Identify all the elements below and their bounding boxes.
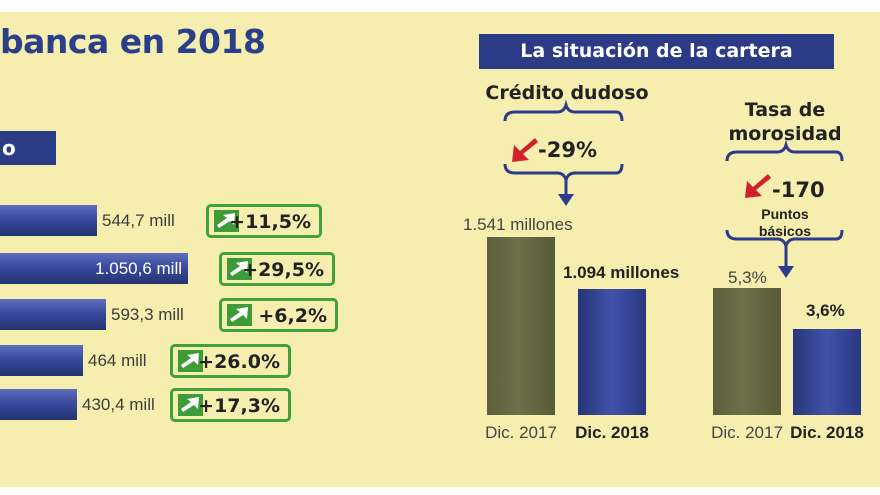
horizontal-bar [0,389,77,420]
brace-bottom-credito [503,163,624,186]
bar-value-label: 430,4 mill [82,395,155,414]
change-badge: +17,3% [170,388,291,422]
right-panel-header: La situación de la cartera [479,34,834,69]
bar-value-label: 593,3 mill [111,305,184,324]
arrow-down-credito [558,194,574,206]
vertical-bar [713,288,781,415]
bar-value-label: 544,7 mill [102,211,175,230]
arrow-down-morosidad [778,266,794,278]
brace-top-credito [503,99,624,122]
vertical-bar [793,329,861,415]
x-tick-label: Dic. 2018 [790,423,864,442]
right-panel-title: La situación de la cartera [520,40,793,62]
infographic-title: banca en 2018 [0,22,266,61]
section-header-label: o [2,136,16,160]
credito-dudoso-change: -29% [538,138,597,162]
change-value: +6,2% [258,305,327,327]
up-right-arrow-icon [178,350,203,372]
down-left-arrow-icon [742,172,772,200]
morosidad-note-line-1: Puntos [761,206,809,222]
morosidad-title-line-2: morosidad [728,123,842,145]
change-badge: +6,2% [219,298,338,332]
change-badge: +26.0% [170,344,291,378]
braces-decoration [503,99,844,278]
bar-value-label: 3,6% [806,301,845,320]
change-badge: +29,5% [219,252,335,286]
x-tick-label: Dic. 2017 [711,423,783,442]
section-header: o [0,131,56,165]
horizontal-bar [0,253,188,284]
infographic: banca en 2018 o 544,7 mill +11,5% 1.050,6 … [0,12,880,487]
bar-value-label: 5,3% [728,268,767,287]
morosidad-title-line-1: Tasa de [744,99,826,121]
horizontal-bar [0,345,83,376]
vertical-bar [578,289,646,415]
morosidad-title: Tasa de morosidad [720,98,850,146]
change-value: +17,3% [198,395,280,417]
bar-value-label: 1.541 millones [463,215,573,234]
up-right-arrow-icon [214,210,239,232]
change-value: +11,5% [229,211,311,233]
horizontal-bar [0,205,97,236]
morosidad-change: -170 [772,178,825,202]
up-right-arrow-icon [178,394,203,416]
change-badge: +11,5% [206,204,322,238]
down-left-arrow-icon [509,136,539,164]
x-tick-label: Dic. 2018 [575,423,649,442]
up-right-arrow-icon [227,304,252,326]
credito-dudoso-title: Crédito dudoso [485,82,649,104]
bar-value-label: 1.050,6 mill [95,259,182,278]
x-tick-label: Dic. 2017 [485,423,557,442]
bar-value-label: 1.094 millones [563,263,680,282]
morosidad-note-line-2: básicos [758,223,812,239]
up-right-arrow-icon [227,258,252,280]
bar-value-label: 464 mill [88,351,147,370]
change-value: +29,5% [242,259,324,281]
vertical-bar [487,237,555,415]
morosidad-note: Puntos básicos [735,206,835,240]
horizontal-bar [0,299,106,330]
change-value: +26.0% [198,351,280,373]
brace-top-morosidad [725,139,844,162]
